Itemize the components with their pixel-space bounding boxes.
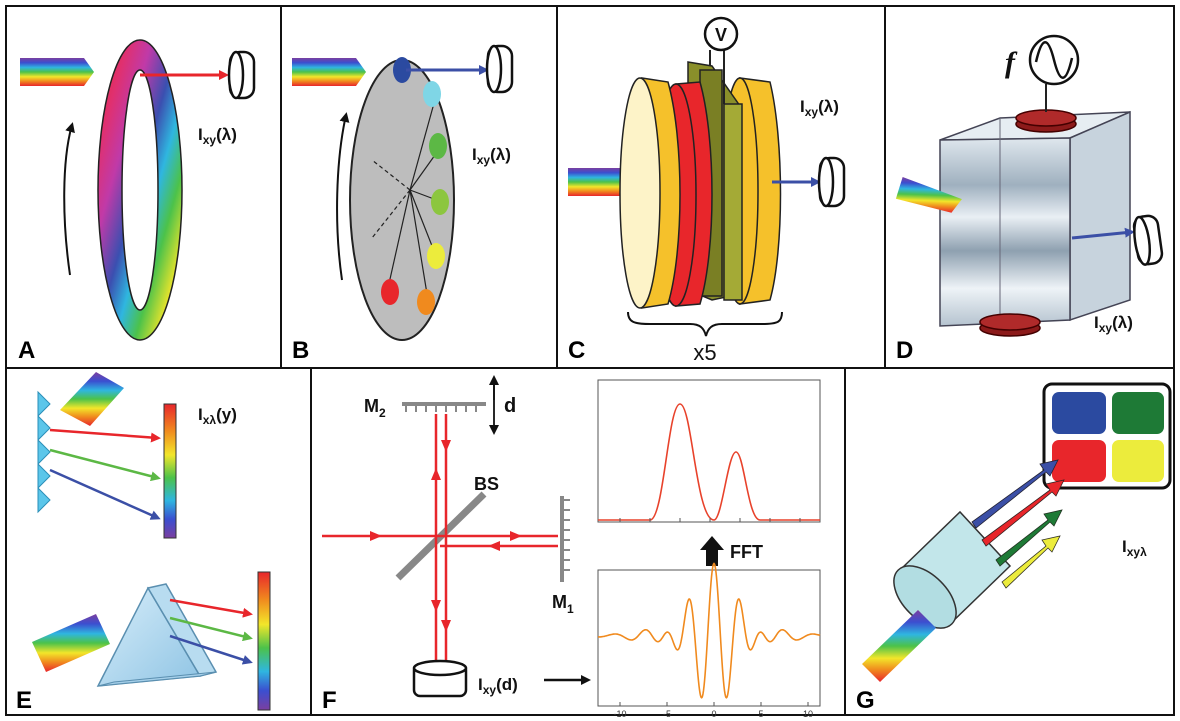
panel-letter-e: E [16,687,32,714]
colored-beams [971,459,1065,589]
panel-c-intensity-label: Ixy(λ) [800,97,839,119]
stack-multiplier: x5 [693,340,716,365]
interferogram-plot: -10 -5 0 5 10 [597,562,821,719]
fft-label: FFT [730,542,763,562]
rainbow-beam-icon [862,610,936,682]
svg-text:V: V [715,25,727,45]
sine-generator-icon [1028,34,1080,86]
filter-cell-red [1052,440,1106,482]
transducer-top [1015,109,1077,133]
panel-d-intensity-label: Ixy(λ) [1094,313,1133,335]
fft-arrow [700,536,724,566]
interferometer-beams [322,414,558,660]
panel-e-intensity-label: Ixλ(y) [198,405,237,427]
panel-c-liquid-crystal-tunable-filter: V Ixy(λ) x5 C [568,16,846,365]
panel-a-intensity-label: Ixy(λ) [198,125,237,147]
panel-d-acousto-optic-filter: f Ixy(λ) D [895,34,1164,364]
rf-frequency-label: f [1005,46,1018,79]
rotation-arrow-icon [63,122,75,276]
detector-icon [1132,214,1164,266]
filter-wheel-ring [97,39,183,341]
diffraction-grating [37,390,51,514]
detector-strip-bottom [257,571,271,711]
detector-strip-top [163,403,177,539]
voltmeter-icon: V [703,16,739,52]
detector-icon [412,659,468,698]
panel-frames [5,5,1175,716]
filter-cell-yellow [1112,440,1164,482]
mirror-m2-label: M2 [364,396,386,420]
rainbow-beam-icon [20,58,94,86]
interferogram-tick: 5 [758,709,763,719]
spectrum-curve [598,403,820,521]
panel-letter-c: C [568,337,585,364]
panel-a-filter-wheel: Ixy(λ) A [18,39,256,364]
panel-g-snapshot-filter-array: Ixyλ G [856,382,1172,714]
rainbow-beam-icon [292,58,366,86]
spectrum-plot [597,379,821,523]
filter-cell-blue [1052,392,1106,434]
panel-letter-f: F [322,687,337,714]
detector-icon [227,50,256,100]
displacement-label: d [504,395,516,417]
panel-letter-g: G [856,687,875,714]
interferogram-tick: -10 [613,709,626,719]
panel-letter-a: A [18,337,35,364]
lens [893,510,1012,629]
interferogram-tick: -5 [663,709,671,719]
interferogram-curve [598,562,821,699]
panel-letter-d: D [896,337,913,364]
panel-e-grating-and-prism: Ixλ(y) E [16,372,271,714]
beamsplitter-label: BS [474,474,499,494]
filter-disk-colors [381,57,449,315]
prism [96,583,218,687]
rainbow-beam-icon [568,168,630,196]
rainbow-beam-icon [32,614,110,672]
stack-brace [627,311,783,337]
rainbow-beam-icon [895,177,962,213]
crystal-front [939,137,1071,327]
detector-icon [817,156,846,208]
panel-b-intensity-label: Ixy(λ) [472,145,511,167]
detector-icon [485,44,514,94]
panel-b-filter-disk: Ixy(λ) B [292,44,514,364]
panel-f-fourier-transform-spectrometer: M2 d M1 BS [322,375,821,719]
panel-g-intensity-label: Ixyλ [1122,537,1147,559]
filter-cell-green [1112,392,1164,434]
transducer-bottom [979,313,1041,337]
panel-letter-b: B [292,337,309,364]
interferogram-tick: 0 [711,709,716,719]
detector-label: Ixy(d) [478,675,518,697]
interferogram-tick: 10 [803,709,813,719]
mirror-m1-label: M1 [552,592,574,616]
rotation-arrow-icon [336,112,350,281]
rainbow-beam-icon [60,372,124,426]
